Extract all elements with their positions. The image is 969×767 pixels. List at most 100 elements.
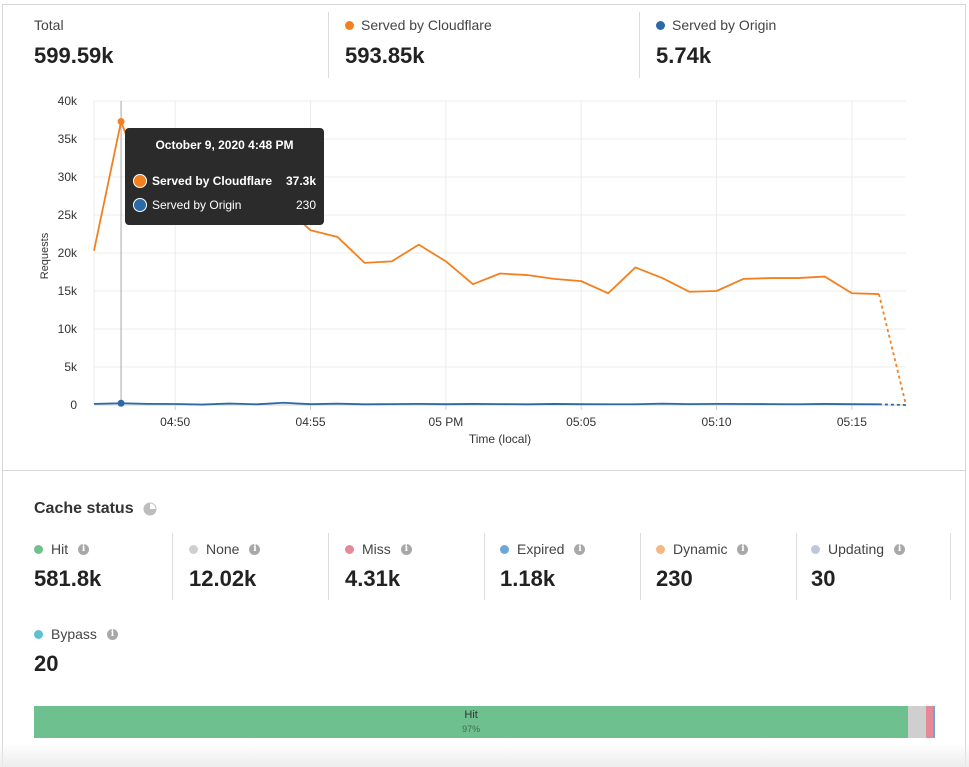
cache-item-label: None (206, 541, 240, 557)
divider (328, 533, 329, 600)
cache-item-label-row: Updating i (811, 540, 906, 558)
status-dot-icon (34, 544, 43, 554)
bar-segment-none[interactable] (908, 706, 927, 738)
y-axis-label: Requests (39, 232, 51, 279)
cache-item-label-row: Dynamic i (656, 540, 749, 558)
cache-item-none: None i 12.02k (189, 540, 261, 592)
pie-chart-icon[interactable] (143, 502, 157, 516)
x-tick-label: 05 PM (429, 415, 464, 429)
stat-total-value: 599.59k (34, 43, 114, 68)
bar-segment-percent: 97% (462, 724, 481, 734)
chart-series (93, 101, 907, 407)
cloudflare-swatch-icon (133, 174, 147, 188)
y-tick-label: 15k (58, 284, 78, 298)
y-tick-label: 5k (64, 360, 78, 374)
info-icon[interactable]: i (400, 543, 412, 555)
cache-item-label: Expired (517, 541, 565, 557)
status-dot-icon (500, 544, 509, 554)
cache-item-value: 581.8k (34, 566, 102, 591)
stat-cloudflare-value: 593.85k (345, 43, 425, 68)
cache-item-label: Hit (51, 541, 69, 557)
cache-item-label-row: Bypass i (34, 625, 118, 643)
divider (950, 533, 951, 600)
info-icon[interactable]: i (894, 543, 906, 555)
stat-origin-label: Served by Origin (672, 17, 777, 33)
cache-status-header: Cache status (34, 500, 157, 518)
cache-item-value: 4.31k (345, 566, 401, 591)
status-dot-icon (189, 544, 198, 554)
stat-cloudflare: Served by Cloudflare 593.85k (345, 16, 492, 69)
cache-item-hit: Hit i 581.8k (34, 540, 101, 592)
stat-total-label: Total (34, 17, 64, 33)
divider (640, 533, 641, 600)
stat-origin-value: 5.74k (656, 43, 712, 68)
divider (484, 533, 485, 600)
cache-item-label: Miss (362, 541, 391, 557)
divider (796, 533, 797, 600)
stat-cloudflare-label: Served by Cloudflare (361, 17, 492, 33)
x-axis-label: Time (local) (469, 432, 531, 446)
stat-total: Total 599.59k (34, 16, 114, 69)
bar-segment-miss[interactable] (926, 706, 933, 738)
cache-item-bypass: Bypass i 20 (34, 625, 118, 677)
tooltip-series-name: Served by Origin (152, 198, 242, 212)
info-icon[interactable]: i (78, 543, 90, 555)
tooltip-series-value: 37.3k (285, 174, 316, 188)
data-point (117, 118, 125, 126)
series-line (93, 401, 879, 406)
x-axis-ticks: 04:50 04:55 05 PM 05:05 05:10 05:15 (160, 415, 867, 429)
x-tick-label: 05:15 (837, 415, 867, 429)
x-tick-label: 04:55 (296, 415, 326, 429)
y-tick-label: 30k (58, 170, 78, 184)
cache-item-label-row: None i (189, 540, 261, 558)
origin-swatch-icon (133, 198, 147, 212)
info-icon[interactable]: i (106, 628, 118, 640)
cache-item-label-row: Hit i (34, 540, 101, 558)
y-tick-label: 35k (58, 132, 78, 146)
cache-item-label-row: Expired i (500, 540, 586, 558)
x-tick-label: 05:10 (702, 415, 732, 429)
x-tick-label: 04:50 (160, 415, 190, 429)
analytics-panel (2, 4, 966, 767)
cache-item-label: Bypass (51, 626, 97, 642)
origin-dot-icon (656, 20, 665, 30)
cache-item-label-row: Miss i (345, 540, 412, 558)
chart-tooltip: October 9, 2020 4:48 PM Served by Cloudf… (125, 128, 324, 225)
tooltip-series-value: 230 (295, 198, 316, 212)
tooltip-title: October 9, 2020 4:48 PM (155, 138, 294, 152)
cache-item-value: 30 (811, 566, 836, 591)
cache-item-updating: Updating i 30 (811, 540, 906, 592)
cache-item-value: 20 (34, 651, 59, 676)
bottom-fade (0, 743, 969, 767)
chart-grid (93, 100, 906, 410)
info-icon[interactable]: i (737, 543, 749, 555)
tooltip-series-name: Served by Cloudflare (152, 174, 273, 188)
series-line-incomplete (878, 293, 907, 406)
status-dot-icon (345, 544, 354, 554)
stat-origin: Served by Origin 5.74k (656, 16, 776, 69)
x-tick-label: 05:05 (566, 415, 596, 429)
cloudflare-dot-icon (345, 20, 354, 30)
cache-item-expired: Expired i 1.18k (500, 540, 586, 592)
divider (328, 12, 329, 78)
y-tick-label: 20k (58, 246, 78, 260)
data-point (117, 399, 125, 407)
requests-line-chart[interactable]: 0 5k 10k 15k 20k 25k 30k 35k 40k 04:50 04:55 05 PM… (0, 0, 969, 460)
bar-segment-expired[interactable] (932, 706, 935, 738)
tooltip-row-origin: Served by Origin 230 (133, 198, 316, 212)
series-line-incomplete (878, 403, 907, 406)
y-tick-label: 10k (58, 322, 78, 336)
cache-item-value: 230 (656, 566, 693, 591)
info-icon[interactable]: i (249, 543, 261, 555)
tooltip-row-cloudflare: Served by Cloudflare 37.3k (133, 174, 316, 188)
info-icon[interactable]: i (574, 543, 586, 555)
cache-item-miss: Miss i 4.31k (345, 540, 412, 592)
y-tick-label: 25k (58, 208, 78, 222)
cache-status-bar[interactable]: Hit 97% (34, 706, 935, 738)
bar-segment-hit[interactable]: Hit 97% (34, 706, 909, 738)
bar-segment-label: Hit (464, 709, 478, 721)
y-tick-label: 0 (70, 398, 77, 412)
cache-item-label: Dynamic (673, 541, 728, 557)
status-dot-icon (656, 544, 665, 554)
cache-item-label: Updating (828, 541, 885, 557)
